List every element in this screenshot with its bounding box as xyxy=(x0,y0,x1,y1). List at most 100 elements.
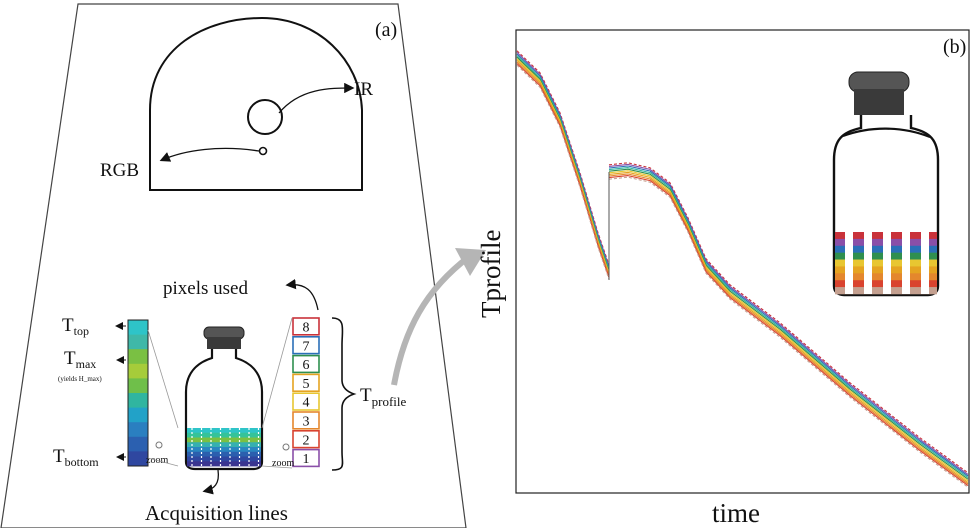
pixel-row-box xyxy=(292,373,320,392)
rgb-arrow xyxy=(159,147,260,162)
inset-vial-body xyxy=(832,115,940,297)
temperature-curve-drop xyxy=(516,50,610,265)
inset-band-gap xyxy=(902,232,910,294)
inset-band-gap xyxy=(921,232,929,294)
acquisition-lines-label: Acquisition lines xyxy=(145,501,288,525)
colorbar-segment xyxy=(128,436,148,452)
pixel-row-label: 5 xyxy=(303,377,310,392)
inset-band-gap xyxy=(864,232,872,294)
temperature-curve-primary-drying xyxy=(608,162,969,474)
pixel-row-box xyxy=(292,392,320,411)
pixel-row-label: 4 xyxy=(303,396,310,411)
vial-product-layer xyxy=(187,428,261,434)
inset-band-gap xyxy=(845,232,853,294)
temperature-curve-primary-drying xyxy=(608,165,969,477)
profile-brace xyxy=(331,317,357,471)
pixel-row-box xyxy=(292,354,320,374)
vial-product-layer xyxy=(187,437,261,443)
pixel-row-label: 6 xyxy=(303,358,310,373)
ir-arrow xyxy=(278,82,355,114)
colorbar-outline xyxy=(127,319,149,467)
t-max-note: (yields H_max) xyxy=(58,375,102,383)
vial-product-layer xyxy=(187,451,261,457)
colorbar-segment xyxy=(128,320,148,335)
panel-b: (b) Tprofile time xyxy=(476,29,970,528)
pixel-row-label: 3 xyxy=(303,415,310,430)
pixel-zoom-label: zoom xyxy=(272,458,294,469)
temperature-curve-primary-drying xyxy=(608,170,969,482)
vial-product-layer xyxy=(187,432,261,438)
vial-product-layer xyxy=(187,447,261,453)
pixel-rows: 8 7 6 5 4 3 2 1 xyxy=(292,317,320,468)
inset-vial-bands xyxy=(835,232,937,295)
pixel-row-label: 8 xyxy=(303,321,310,336)
pixel-row-label: 7 xyxy=(303,339,310,354)
connector-arrowhead xyxy=(455,248,486,276)
pixel-row-box xyxy=(292,429,320,449)
temperature-curve-primary-drying xyxy=(608,173,969,485)
pixel-row-box xyxy=(292,317,320,336)
colorbar-segment xyxy=(128,393,148,408)
colorbar xyxy=(127,319,149,467)
temperature-curve-drop xyxy=(516,56,610,272)
panel-a-frame xyxy=(0,3,467,528)
colorbar-segment xyxy=(128,451,148,467)
zoom-line-left-top xyxy=(147,329,179,429)
panel-a-tag: (a) xyxy=(375,19,397,41)
zoom-line-right-top xyxy=(261,317,293,429)
rgb-label: RGB xyxy=(100,160,139,181)
zoom-line-left-bottom xyxy=(147,457,179,467)
pixel-row-box xyxy=(292,411,320,430)
colorbar-segment xyxy=(128,407,148,423)
t-profile-label: Tprofile xyxy=(360,385,406,409)
ir-label: IR xyxy=(354,79,373,100)
colorbar-segment xyxy=(128,422,148,438)
vial-product-layer xyxy=(187,461,261,467)
panel-a: (a) IR RGB pixels used Ttop Tmax (yields… xyxy=(0,3,467,528)
inset-vial-shoulder xyxy=(842,127,931,139)
temperature-curve-drop xyxy=(516,58,610,273)
temperature-curve-primary-drying xyxy=(608,175,969,487)
temperature-curve-primary-drying xyxy=(608,171,969,483)
pixel-row-box xyxy=(292,335,320,355)
pixels-used-arrow xyxy=(285,278,319,311)
temperature-curve-drop xyxy=(516,61,610,277)
small-vial-body xyxy=(184,349,264,471)
temperature-curve-drop xyxy=(516,60,610,275)
temperature-curve-drop xyxy=(516,63,610,278)
t-max-label: Tmax xyxy=(64,348,96,371)
vial-product-layer xyxy=(187,442,261,448)
pixels-used-label: pixels used xyxy=(163,278,248,299)
temperature-curve-primary-drying xyxy=(608,168,969,480)
inset-band-gap xyxy=(883,232,891,294)
x-axis-label: time xyxy=(712,498,760,528)
t-top-label: Ttop xyxy=(62,315,89,338)
pixel-row-label: 1 xyxy=(303,452,310,467)
pixel-row-label: 2 xyxy=(303,433,310,448)
connector-arrow xyxy=(391,253,472,386)
temperature-curve-primary-drying xyxy=(608,163,969,475)
colorbar-segment xyxy=(128,349,148,365)
rgb-lens xyxy=(258,146,268,156)
temperature-curve-primary-drying xyxy=(608,176,969,488)
colorbar-segment xyxy=(128,363,148,379)
colorbar-segment xyxy=(128,378,148,394)
colorbar-segment xyxy=(128,334,148,350)
small-vial-cap-neck xyxy=(207,337,241,349)
camera-housing xyxy=(149,16,363,191)
pixel-row-box xyxy=(292,448,320,468)
y-axis-label: Tprofile xyxy=(476,230,506,318)
temperature-curves xyxy=(516,50,969,488)
inset-vial-cap-neck xyxy=(854,89,904,115)
temperature-curve-drop xyxy=(516,64,610,280)
ir-lens xyxy=(247,99,283,135)
small-vial xyxy=(184,326,264,471)
t-bottom-label: Tbottom xyxy=(53,446,99,469)
temperature-curve-primary-drying xyxy=(608,167,969,479)
magnifier-left-icon xyxy=(155,441,163,449)
inset-vial xyxy=(832,71,940,297)
plot-frame xyxy=(515,29,970,494)
magnifier-right-icon xyxy=(282,443,290,451)
acquisition-arrow xyxy=(202,469,220,495)
